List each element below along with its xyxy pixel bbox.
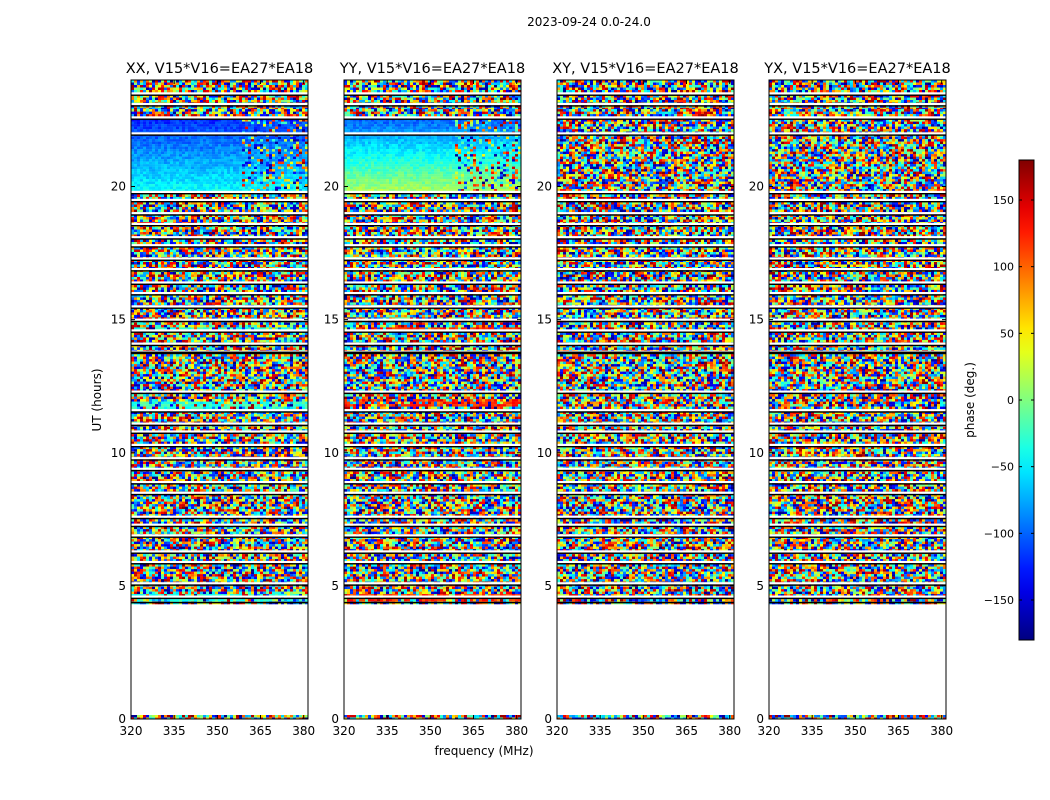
y-tick-label: 5: [756, 579, 764, 593]
phase-image: [769, 80, 946, 719]
panel-title: XX, V15*V16=EA27*EA18: [126, 61, 314, 77]
phase-image: [557, 80, 734, 719]
y-tick-label: 10: [324, 446, 339, 460]
x-tick-label: 320: [546, 724, 569, 738]
y-tick-label: 5: [544, 579, 552, 593]
x-tick-label: 320: [333, 724, 356, 738]
panel-title: XY, V15*V16=EA27*EA18: [552, 61, 738, 77]
panel-2: YY, V15*V16=EA27*EA18 320 335 350 365 380 0 5 10…: [324, 61, 528, 738]
colorbar-tick-label: 50: [1000, 327, 1014, 340]
panel-title: YY, V15*V16=EA27*EA18: [339, 61, 525, 77]
panel-frame: [556, 79, 735, 720]
colorbar-tick-label: −150: [984, 594, 1014, 607]
y-tick-label: 15: [111, 313, 126, 327]
figure-suptitle: 2023-09-24 0.0-24.0: [527, 15, 651, 29]
colorbar-tick-label: −50: [991, 461, 1014, 474]
y-tick-label: 5: [118, 579, 126, 593]
y-tick-label: 10: [537, 446, 552, 460]
y-tick-label: 15: [749, 313, 764, 327]
x-tick-label: 335: [163, 724, 186, 738]
y-tick-label: 15: [324, 313, 339, 327]
x-tick-label: 335: [801, 724, 824, 738]
x-tick-label: 350: [632, 724, 655, 738]
colorbar-tick-label: 0: [1007, 394, 1014, 407]
panel-frame: [768, 79, 947, 720]
panel-1: XX, V15*V16=EA27*EA18 320 335 350 365 380 0 5 10…: [111, 61, 315, 738]
x-tick-label: 365: [249, 724, 272, 738]
panels-group: XX, V15*V16=EA27*EA18 320 335 350 365 380 0 5 10…: [111, 61, 953, 738]
x-tick-label: 320: [120, 724, 143, 738]
colorbar-tick-label: 100: [993, 261, 1014, 274]
colorbar-tick-label: −100: [984, 527, 1014, 540]
x-tick-label: 350: [419, 724, 442, 738]
y-tick-label: 10: [111, 446, 126, 460]
y-tick-label: 0: [544, 712, 552, 726]
x-axis-label: frequency (MHz): [434, 744, 533, 758]
x-tick-label: 380: [930, 724, 953, 738]
x-tick-label: 380: [292, 724, 315, 738]
panel-title: YX, V15*V16=EA27*EA18: [763, 61, 950, 77]
y-tick-label: 20: [324, 180, 339, 194]
y-tick-label: 10: [749, 446, 764, 460]
x-tick-label: 365: [462, 724, 485, 738]
panel-3: XY, V15*V16=EA27*EA18 320 335 350 365 380 0 5 10…: [537, 61, 741, 738]
panel-frame: [130, 79, 309, 720]
y-tick-label: 20: [749, 180, 764, 194]
x-tick-label: 380: [505, 724, 528, 738]
x-tick-label: 335: [589, 724, 612, 738]
y-tick-label: 0: [118, 712, 126, 726]
y-tick-label: 20: [537, 180, 552, 194]
y-tick-label: 0: [756, 712, 764, 726]
y-tick-label: 15: [537, 313, 552, 327]
colorbar-label: phase (deg.): [963, 362, 977, 438]
x-tick-label: 365: [675, 724, 698, 738]
x-tick-label: 320: [758, 724, 781, 738]
x-tick-label: 380: [718, 724, 741, 738]
y-tick-label: 5: [331, 579, 339, 593]
y-tick-label: 0: [331, 712, 339, 726]
colorbar-tick-label: 150: [993, 194, 1014, 207]
panel-4: YX, V15*V16=EA27*EA18 320 335 350 365 380 0 5 10…: [749, 61, 953, 738]
y-tick-label: 20: [111, 180, 126, 194]
x-tick-label: 365: [887, 724, 910, 738]
phase-image: [344, 80, 521, 719]
x-tick-label: 335: [376, 724, 399, 738]
phase-image: [131, 80, 308, 719]
x-tick-label: 350: [844, 724, 867, 738]
panel-frame: [343, 79, 522, 720]
y-axis-label: UT (hours): [90, 368, 104, 431]
colorbar: 150 100 50 0 −50 −100 −150: [984, 159, 1035, 641]
x-tick-label: 350: [206, 724, 229, 738]
